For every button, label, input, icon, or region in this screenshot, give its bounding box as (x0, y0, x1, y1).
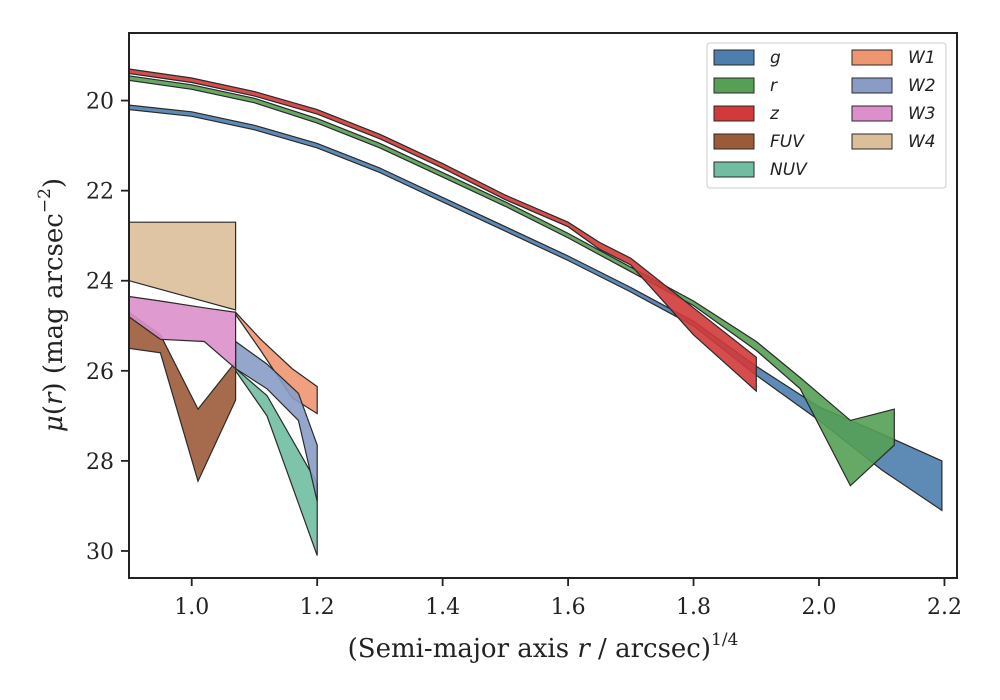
x-axis-ticks: 1.0 1.2 1.4 1.6 1.8 2.0 2.2 (174, 578, 962, 620)
legend-label-w4: W4 (908, 132, 936, 152)
x-tick-label: 1.0 (174, 595, 209, 620)
legend-swatch-fuv (713, 133, 755, 150)
y-tick-label: 22 (86, 180, 114, 205)
y-tick-label: 28 (86, 450, 114, 475)
area-z (128, 68, 757, 393)
legend: grz FUV NUV W1 W2 W3 W4 (706, 42, 947, 189)
legend-swatch-r (713, 77, 755, 94)
area-nuv (235, 367, 318, 556)
y-tick-label: 20 (86, 90, 114, 115)
x-tick-label: 1.8 (676, 595, 711, 620)
area-w2 (235, 340, 318, 502)
legend-swatch-w3 (851, 105, 893, 122)
legend-label-w1: W1 (908, 48, 936, 68)
y-tick-label: 30 (86, 540, 114, 565)
x-tick-label: 2.2 (927, 595, 962, 620)
x-tick-label: 1.2 (300, 595, 335, 620)
area-w3 (128, 295, 237, 370)
x-tick-label: 1.6 (551, 595, 586, 620)
legend-label-r: r (770, 76, 778, 96)
legend-swatch-w4 (851, 133, 893, 150)
legend-swatch-z (713, 105, 755, 122)
area-w1 (235, 310, 318, 415)
legend-label-fuv: FUV (770, 132, 805, 152)
legend-label-w2: W2 (908, 76, 936, 96)
x-tick-label: 1.4 (425, 595, 460, 620)
legend-swatch-nuv (713, 161, 755, 178)
series-areas (128, 68, 943, 556)
legend-label-nuv: NUV (770, 160, 808, 180)
y-tick-label: 26 (86, 360, 114, 385)
y-axis-ticks: 20 22 24 26 28 30 (86, 90, 129, 565)
area-w4 (128, 221, 237, 311)
x-axis-label: (Semi-major axis r / arcsec)1/4 (348, 630, 739, 664)
y-axis-label: μ(r) (mag arcsec−2) (35, 178, 69, 432)
legend-label-g: g (770, 48, 781, 68)
area-fuv (128, 311, 237, 483)
legend-swatch-w1 (851, 49, 893, 66)
area-g (128, 104, 943, 512)
legend-label-z: z (769, 104, 780, 124)
y-tick-label: 24 (86, 270, 114, 295)
plot-frame (128, 32, 958, 579)
legend-swatch-g (713, 49, 755, 66)
x-tick-label: 2.0 (802, 595, 837, 620)
area-r (128, 75, 895, 487)
legend-swatch-w2 (851, 77, 893, 94)
legend-label-w3: W3 (908, 104, 936, 124)
